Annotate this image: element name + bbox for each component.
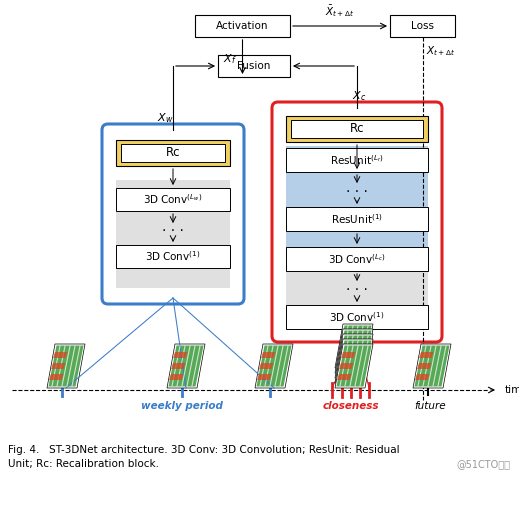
- Polygon shape: [169, 346, 203, 387]
- Polygon shape: [48, 346, 84, 387]
- Polygon shape: [337, 369, 351, 375]
- Polygon shape: [341, 352, 356, 358]
- Polygon shape: [255, 344, 293, 388]
- Bar: [286, 148, 428, 172]
- Polygon shape: [335, 339, 373, 383]
- Polygon shape: [337, 359, 351, 365]
- Text: time: time: [505, 385, 519, 395]
- Polygon shape: [171, 363, 185, 369]
- Polygon shape: [261, 352, 276, 358]
- Bar: [286, 247, 428, 271]
- Text: weekly period: weekly period: [141, 401, 223, 411]
- Text: $X_{t+\Delta t}$: $X_{t+\Delta t}$: [427, 44, 456, 58]
- Polygon shape: [341, 347, 356, 353]
- Polygon shape: [339, 343, 353, 349]
- Polygon shape: [51, 363, 65, 369]
- Polygon shape: [341, 332, 356, 338]
- Text: Activation: Activation: [216, 21, 269, 31]
- Polygon shape: [336, 336, 372, 377]
- Text: $X_w$: $X_w$: [157, 111, 173, 125]
- Polygon shape: [53, 352, 67, 358]
- Bar: [218, 55, 290, 77]
- Text: 3D Conv$^{(1)}$: 3D Conv$^{(1)}$: [329, 310, 385, 324]
- Text: Fusion: Fusion: [237, 61, 271, 71]
- Polygon shape: [337, 364, 351, 370]
- FancyBboxPatch shape: [272, 102, 442, 342]
- Text: future: future: [414, 401, 446, 411]
- Text: Loss: Loss: [411, 21, 434, 31]
- Text: · · ·: · · ·: [346, 185, 368, 199]
- Polygon shape: [169, 374, 184, 380]
- Polygon shape: [259, 363, 274, 369]
- Bar: [116, 180, 230, 288]
- Text: @51CTO博客: @51CTO博客: [456, 459, 510, 469]
- Text: Rc: Rc: [350, 123, 364, 136]
- Bar: [121, 144, 225, 162]
- Polygon shape: [339, 353, 353, 359]
- Polygon shape: [335, 344, 373, 388]
- Text: Rc: Rc: [166, 147, 180, 159]
- Bar: [116, 245, 230, 268]
- Text: · · ·: · · ·: [346, 283, 368, 297]
- Bar: [291, 120, 423, 138]
- Polygon shape: [335, 334, 373, 378]
- Polygon shape: [167, 344, 205, 388]
- Text: · · ·: · · ·: [162, 224, 184, 238]
- Polygon shape: [47, 344, 85, 388]
- Polygon shape: [336, 326, 372, 367]
- Polygon shape: [419, 352, 433, 358]
- Polygon shape: [337, 374, 351, 380]
- Text: ResUnit$^{(L_r)}$: ResUnit$^{(L_r)}$: [330, 153, 384, 167]
- Text: 3D Conv$^{(L_c)}$: 3D Conv$^{(L_c)}$: [328, 252, 386, 266]
- Bar: [286, 260, 428, 326]
- Polygon shape: [49, 374, 63, 380]
- Bar: [286, 146, 428, 256]
- Text: Unit; Rc: Recalibration block.: Unit; Rc: Recalibration block.: [8, 459, 159, 469]
- Polygon shape: [336, 346, 372, 387]
- Polygon shape: [335, 329, 373, 373]
- FancyBboxPatch shape: [102, 124, 244, 304]
- Polygon shape: [339, 363, 353, 369]
- Polygon shape: [415, 374, 430, 380]
- Text: closeness: closeness: [323, 401, 379, 411]
- Polygon shape: [336, 340, 372, 381]
- Polygon shape: [417, 363, 431, 369]
- Bar: [116, 140, 230, 166]
- Bar: [286, 207, 428, 231]
- Polygon shape: [413, 344, 451, 388]
- Polygon shape: [337, 354, 351, 360]
- Bar: [195, 15, 290, 37]
- Polygon shape: [336, 330, 372, 371]
- Text: Fig. 4.   ST-3DNet architecture. 3D Conv: 3D Convolution; ResUnit: Residual: Fig. 4. ST-3DNet architecture. 3D Conv: …: [8, 445, 400, 455]
- Polygon shape: [257, 374, 271, 380]
- Text: 3D Conv$^{(L_w)}$: 3D Conv$^{(L_w)}$: [143, 193, 202, 206]
- Polygon shape: [415, 346, 449, 387]
- Bar: [390, 15, 455, 37]
- Polygon shape: [339, 358, 353, 364]
- Polygon shape: [256, 346, 292, 387]
- Polygon shape: [341, 337, 356, 343]
- Polygon shape: [341, 342, 356, 348]
- Bar: [116, 188, 230, 211]
- Text: $X_c$: $X_c$: [352, 89, 366, 103]
- Text: 3D Conv$^{(1)}$: 3D Conv$^{(1)}$: [145, 250, 201, 264]
- Polygon shape: [173, 352, 187, 358]
- Text: ResUnit$^{(1)}$: ResUnit$^{(1)}$: [331, 212, 383, 226]
- Text: $\bar{X}_{t+\Delta t}$: $\bar{X}_{t+\Delta t}$: [325, 3, 354, 19]
- Bar: [286, 116, 428, 142]
- Polygon shape: [335, 324, 373, 368]
- Text: $X_f$: $X_f$: [223, 52, 237, 66]
- Polygon shape: [339, 348, 353, 354]
- Bar: [286, 305, 428, 329]
